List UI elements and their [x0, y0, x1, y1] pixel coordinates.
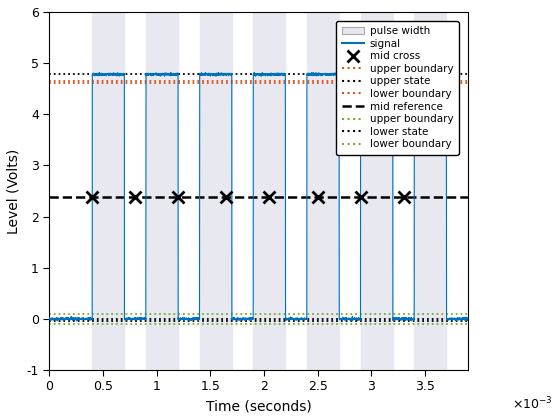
Bar	[307, 12, 339, 370]
Bar	[199, 12, 232, 370]
Bar	[253, 12, 286, 370]
Bar	[146, 12, 178, 370]
Legend: pulse width, signal, mid cross, upper boundary, upper state, lower boundary, mid: pulse width, signal, mid cross, upper bo…	[337, 21, 459, 155]
Bar	[361, 12, 393, 370]
Bar	[414, 12, 446, 370]
Bar	[92, 12, 124, 370]
Text: $\times10^{-3}$: $\times10^{-3}$	[512, 395, 553, 412]
X-axis label: Time (seconds): Time (seconds)	[206, 399, 311, 413]
Y-axis label: Level (Volts): Level (Volts)	[7, 148, 21, 234]
